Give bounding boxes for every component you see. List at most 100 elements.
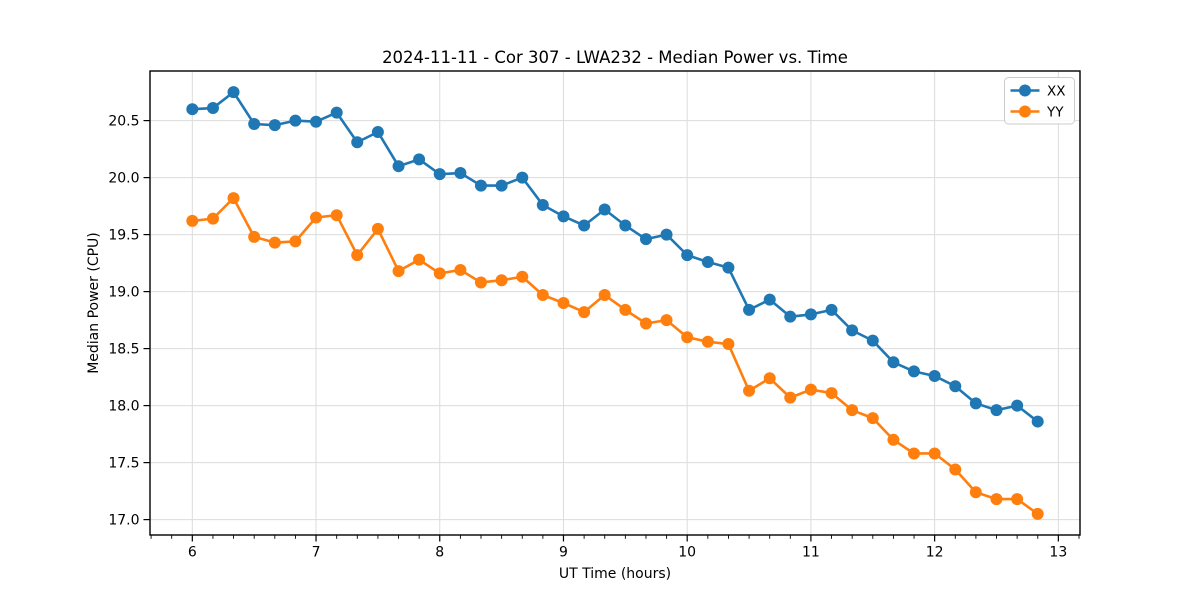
data-point-xx xyxy=(495,179,508,192)
data-point-xx xyxy=(310,115,323,128)
data-point-yy xyxy=(330,209,343,222)
legend-entry-xx: XX xyxy=(1010,84,1066,100)
x-tick-label: 10 xyxy=(678,545,696,561)
data-point-xx xyxy=(351,136,364,149)
data-point-xx xyxy=(969,397,982,410)
data-point-xx xyxy=(474,179,487,192)
data-point-yy xyxy=(289,235,302,248)
data-point-xx xyxy=(289,114,302,127)
data-point-xx xyxy=(949,380,962,393)
data-point-yy xyxy=(474,276,487,289)
y-tick-label: 20.5 xyxy=(108,114,139,130)
data-point-yy xyxy=(928,447,941,460)
series-line-yy xyxy=(192,196,1039,515)
data-point-yy xyxy=(784,391,797,404)
data-point-yy xyxy=(969,486,982,499)
data-point-xx xyxy=(701,255,714,268)
data-point-yy xyxy=(536,289,549,302)
data-point-xx xyxy=(887,356,900,369)
y-tick-label: 17.5 xyxy=(108,456,139,472)
data-point-yy xyxy=(743,384,756,397)
data-point-xx xyxy=(639,233,652,246)
data-point-xx xyxy=(598,203,611,216)
data-point-yy xyxy=(454,263,467,276)
data-point-yy xyxy=(186,214,199,227)
data-point-xx xyxy=(330,106,343,119)
data-point-yy xyxy=(763,372,776,385)
data-point-xx xyxy=(516,171,529,184)
data-point-xx xyxy=(763,293,776,306)
data-point-yy xyxy=(639,317,652,330)
data-point-xx xyxy=(268,119,281,132)
x-tick-label: 8 xyxy=(435,545,444,561)
y-tick-label: 18.5 xyxy=(108,342,139,358)
data-point-xx xyxy=(557,210,570,223)
data-point-yy xyxy=(866,412,879,425)
data-point-yy xyxy=(804,383,817,396)
data-point-yy xyxy=(310,211,323,224)
y-axis-label: Median Power (CPU) xyxy=(86,232,102,374)
x-tick-label: 13 xyxy=(1049,545,1067,561)
data-point-yy xyxy=(516,270,529,283)
data-point-yy xyxy=(825,387,838,400)
data-point-xx xyxy=(371,125,384,138)
data-point-yy xyxy=(722,338,735,351)
x-tick-label: 12 xyxy=(926,545,944,561)
data-point-yy xyxy=(578,306,591,319)
data-point-yy xyxy=(598,289,611,302)
data-point-yy xyxy=(660,314,673,327)
data-point-yy xyxy=(227,192,240,205)
data-point-yy xyxy=(495,274,508,287)
plot-border xyxy=(149,70,1081,536)
data-point-xx xyxy=(392,160,405,173)
data-point-yy xyxy=(619,303,632,316)
y-tick-label: 19.0 xyxy=(108,285,139,301)
legend-label-yy: YY xyxy=(1046,105,1064,121)
data-series xyxy=(186,86,1044,520)
x-tick-label: 6 xyxy=(188,545,197,561)
data-point-xx xyxy=(990,404,1003,417)
chart-title: 2024-11-11 - Cor 307 - LWA232 - Median P… xyxy=(382,48,848,67)
data-point-yy xyxy=(949,463,962,476)
data-point-xx xyxy=(413,153,426,166)
data-point-yy xyxy=(413,253,426,266)
data-point-xx xyxy=(1031,415,1044,428)
data-point-xx xyxy=(433,168,446,181)
y-tick-label: 20.0 xyxy=(108,171,139,187)
legend: XX YY xyxy=(1004,77,1075,125)
legend-marker-yy xyxy=(1019,105,1031,118)
data-point-yy xyxy=(1031,507,1044,520)
data-point-xx xyxy=(907,365,920,378)
data-point-yy xyxy=(268,236,281,249)
data-point-yy xyxy=(206,212,219,225)
y-tick-label: 19.5 xyxy=(108,228,139,244)
data-point-yy xyxy=(990,493,1003,506)
data-point-yy xyxy=(433,267,446,280)
data-point-xx xyxy=(784,310,797,323)
data-point-xx xyxy=(743,303,756,316)
x-tick-label: 9 xyxy=(559,545,568,561)
data-point-xx xyxy=(825,303,838,316)
axis-ticks: 6 7 8 9 10 11 12 13 17.0 17.5 18.0 18.5 19.0 19.5 20.0… xyxy=(108,114,1080,561)
data-point-yy xyxy=(371,222,384,235)
data-point-xx xyxy=(227,86,240,99)
data-point-yy xyxy=(248,230,261,243)
data-point-yy xyxy=(887,433,900,446)
data-point-xx xyxy=(681,249,694,262)
grid-lines xyxy=(150,71,1080,535)
data-point-xx xyxy=(619,219,632,232)
data-point-xx xyxy=(722,261,735,274)
data-point-xx xyxy=(536,198,549,211)
data-point-xx xyxy=(804,308,817,321)
data-point-xx xyxy=(248,118,261,131)
data-point-xx xyxy=(186,103,199,116)
data-point-yy xyxy=(557,297,570,309)
y-tick-label: 18.0 xyxy=(108,399,139,415)
data-point-yy xyxy=(1011,493,1024,506)
legend-entry-yy: YY xyxy=(1010,105,1064,121)
data-point-xx xyxy=(578,219,591,232)
data-point-yy xyxy=(392,265,405,278)
data-point-yy xyxy=(681,331,694,344)
